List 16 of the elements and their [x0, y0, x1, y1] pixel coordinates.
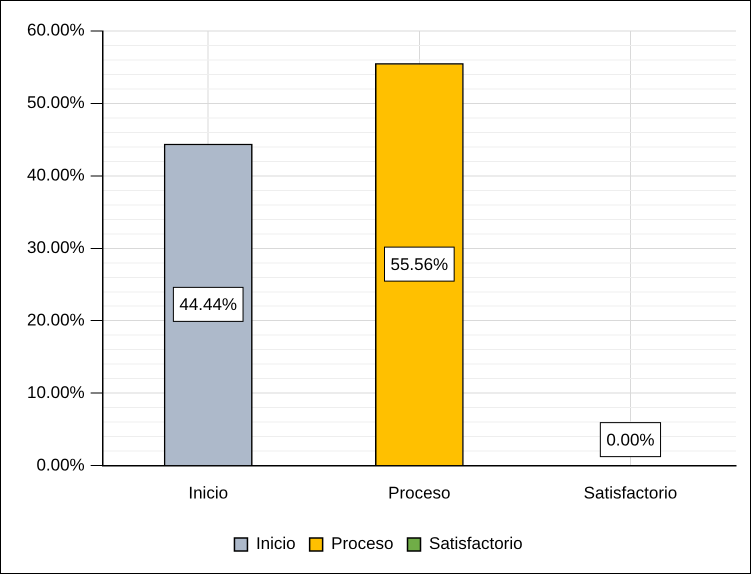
y-tick-label: 50.00%	[26, 93, 85, 112]
y-tick-label: 60.00%	[26, 20, 85, 40]
legend-label: Inicio	[256, 534, 296, 554]
x-tick-label: Proceso	[388, 483, 451, 502]
x-tick-label: Satisfactorio	[584, 483, 678, 502]
data-label: 44.44%	[179, 295, 238, 314]
legend-label: Satisfactorio	[429, 534, 523, 554]
y-tick-label: 30.00%	[26, 238, 85, 257]
y-tick-label: 20.00%	[26, 310, 85, 330]
x-tick-label: Inicio	[188, 483, 228, 502]
y-tick-label: 0.00%	[36, 455, 85, 474]
data-label: 55.56%	[390, 254, 448, 274]
data-label: 0.00%	[606, 430, 655, 450]
y-tick-label: 40.00%	[26, 166, 85, 185]
legend-label: Proceso	[331, 534, 394, 554]
y-tick-label: 10.00%	[26, 382, 85, 402]
